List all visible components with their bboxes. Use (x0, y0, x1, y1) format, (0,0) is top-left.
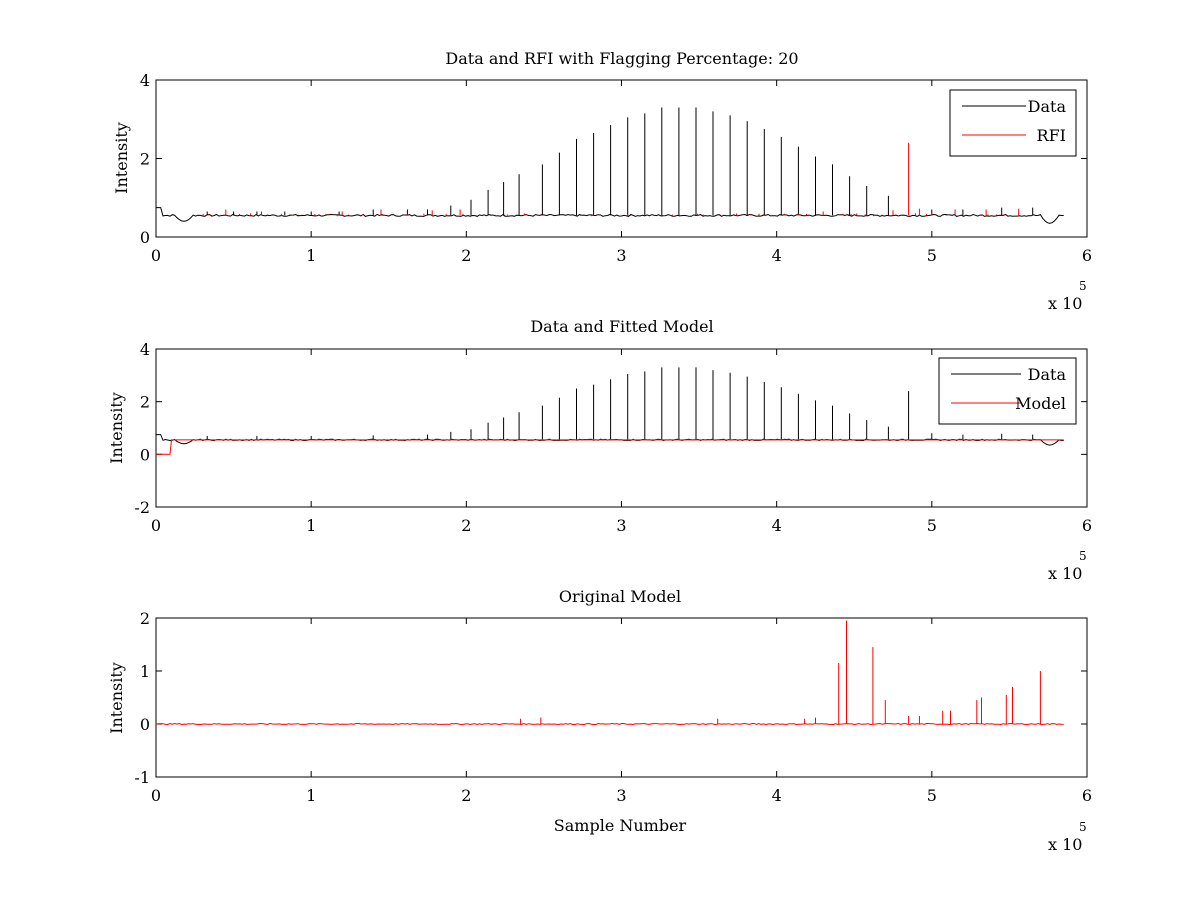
x-tick-label: 3 (616, 246, 626, 265)
panel-original-ylabel: Intensity (107, 662, 126, 734)
x-tick-label: 3 (616, 786, 626, 805)
y-tick-label: 2 (140, 393, 150, 412)
y-tick-label: 4 (140, 71, 150, 90)
panel-original-title: Original Model (559, 587, 681, 606)
panel-rfi-title: Data and RFI with Flagging Percentage: 2… (445, 49, 798, 68)
series-baseline-line (155, 722, 1064, 726)
x-tick-label: 2 (461, 516, 471, 535)
panel-original-x-exponent: 5 (1079, 820, 1087, 834)
x-tick-label: 1 (306, 786, 316, 805)
panel-rfi-x-exponent: 5 (1079, 279, 1087, 293)
panel-fitted-x-exponent: 5 (1079, 549, 1087, 563)
panel-rfi-x-multiplier: x 10 (1048, 294, 1082, 313)
y-tick-label: 0 (140, 228, 150, 247)
y-tick-label: -2 (134, 498, 150, 517)
x-tick-label: 0 (151, 786, 161, 805)
legend-box (949, 89, 1077, 157)
x-tick-label: 6 (1082, 246, 1092, 265)
series-data (156, 107, 1064, 224)
panel-rfi: Data and RFI with Flagging Percentage: 2… (112, 49, 1092, 313)
x-tick-label: 2 (461, 786, 471, 805)
series-baseline-line (156, 207, 1064, 224)
legend-label: Data (1028, 97, 1067, 116)
panel-fitted-x-multiplier: x 10 (1048, 564, 1082, 583)
x-tick-label: 2 (461, 246, 471, 265)
x-tick-label: 4 (772, 246, 782, 265)
panel-fitted-title: Data and Fitted Model (530, 317, 713, 336)
x-tick-label: 1 (306, 516, 316, 535)
legend-label: Model (1015, 394, 1066, 413)
x-tick-label: 0 (151, 246, 161, 265)
panel-original-xlabel: Sample Number (554, 816, 687, 835)
series-model (155, 620, 1064, 726)
x-tick-label: 5 (927, 516, 937, 535)
legend-label: Data (1028, 365, 1067, 384)
panel-original-model: Original Model Intensity Sample Number x… (107, 587, 1092, 854)
panel-original-x-multiplier: x 10 (1048, 835, 1082, 854)
x-tick-label: 3 (616, 516, 626, 535)
x-tick-label: 1 (306, 246, 316, 265)
y-tick-label: 2 (140, 609, 150, 628)
x-tick-label: 5 (927, 246, 937, 265)
series-model (156, 439, 1064, 455)
panel-fitted-model: Data and Fitted Model Intensity x 10 5 0… (107, 317, 1092, 583)
x-tick-label: 5 (927, 786, 937, 805)
panel-rfi-ylabel: Intensity (112, 122, 131, 194)
model-line (156, 439, 1064, 455)
y-tick-label: 4 (140, 340, 150, 359)
x-tick-label: 0 (151, 516, 161, 535)
legend-label: RFI (1037, 126, 1066, 145)
panel-fitted-ylabel: Intensity (107, 392, 126, 464)
y-tick-label: 2 (140, 150, 150, 169)
x-tick-label: 6 (1082, 786, 1092, 805)
series-rfi (197, 142, 1039, 217)
legend-box (938, 357, 1077, 425)
legend: Data Model (938, 357, 1077, 425)
y-tick-label: 1 (140, 662, 150, 681)
x-tick-label: 6 (1082, 516, 1092, 535)
y-tick-label: 0 (140, 445, 150, 464)
x-tick-label: 4 (772, 786, 782, 805)
y-tick-label: -1 (134, 768, 150, 787)
y-tick-label: 0 (140, 715, 150, 734)
x-tick-label: 4 (772, 516, 782, 535)
legend: Data RFI (949, 89, 1077, 157)
